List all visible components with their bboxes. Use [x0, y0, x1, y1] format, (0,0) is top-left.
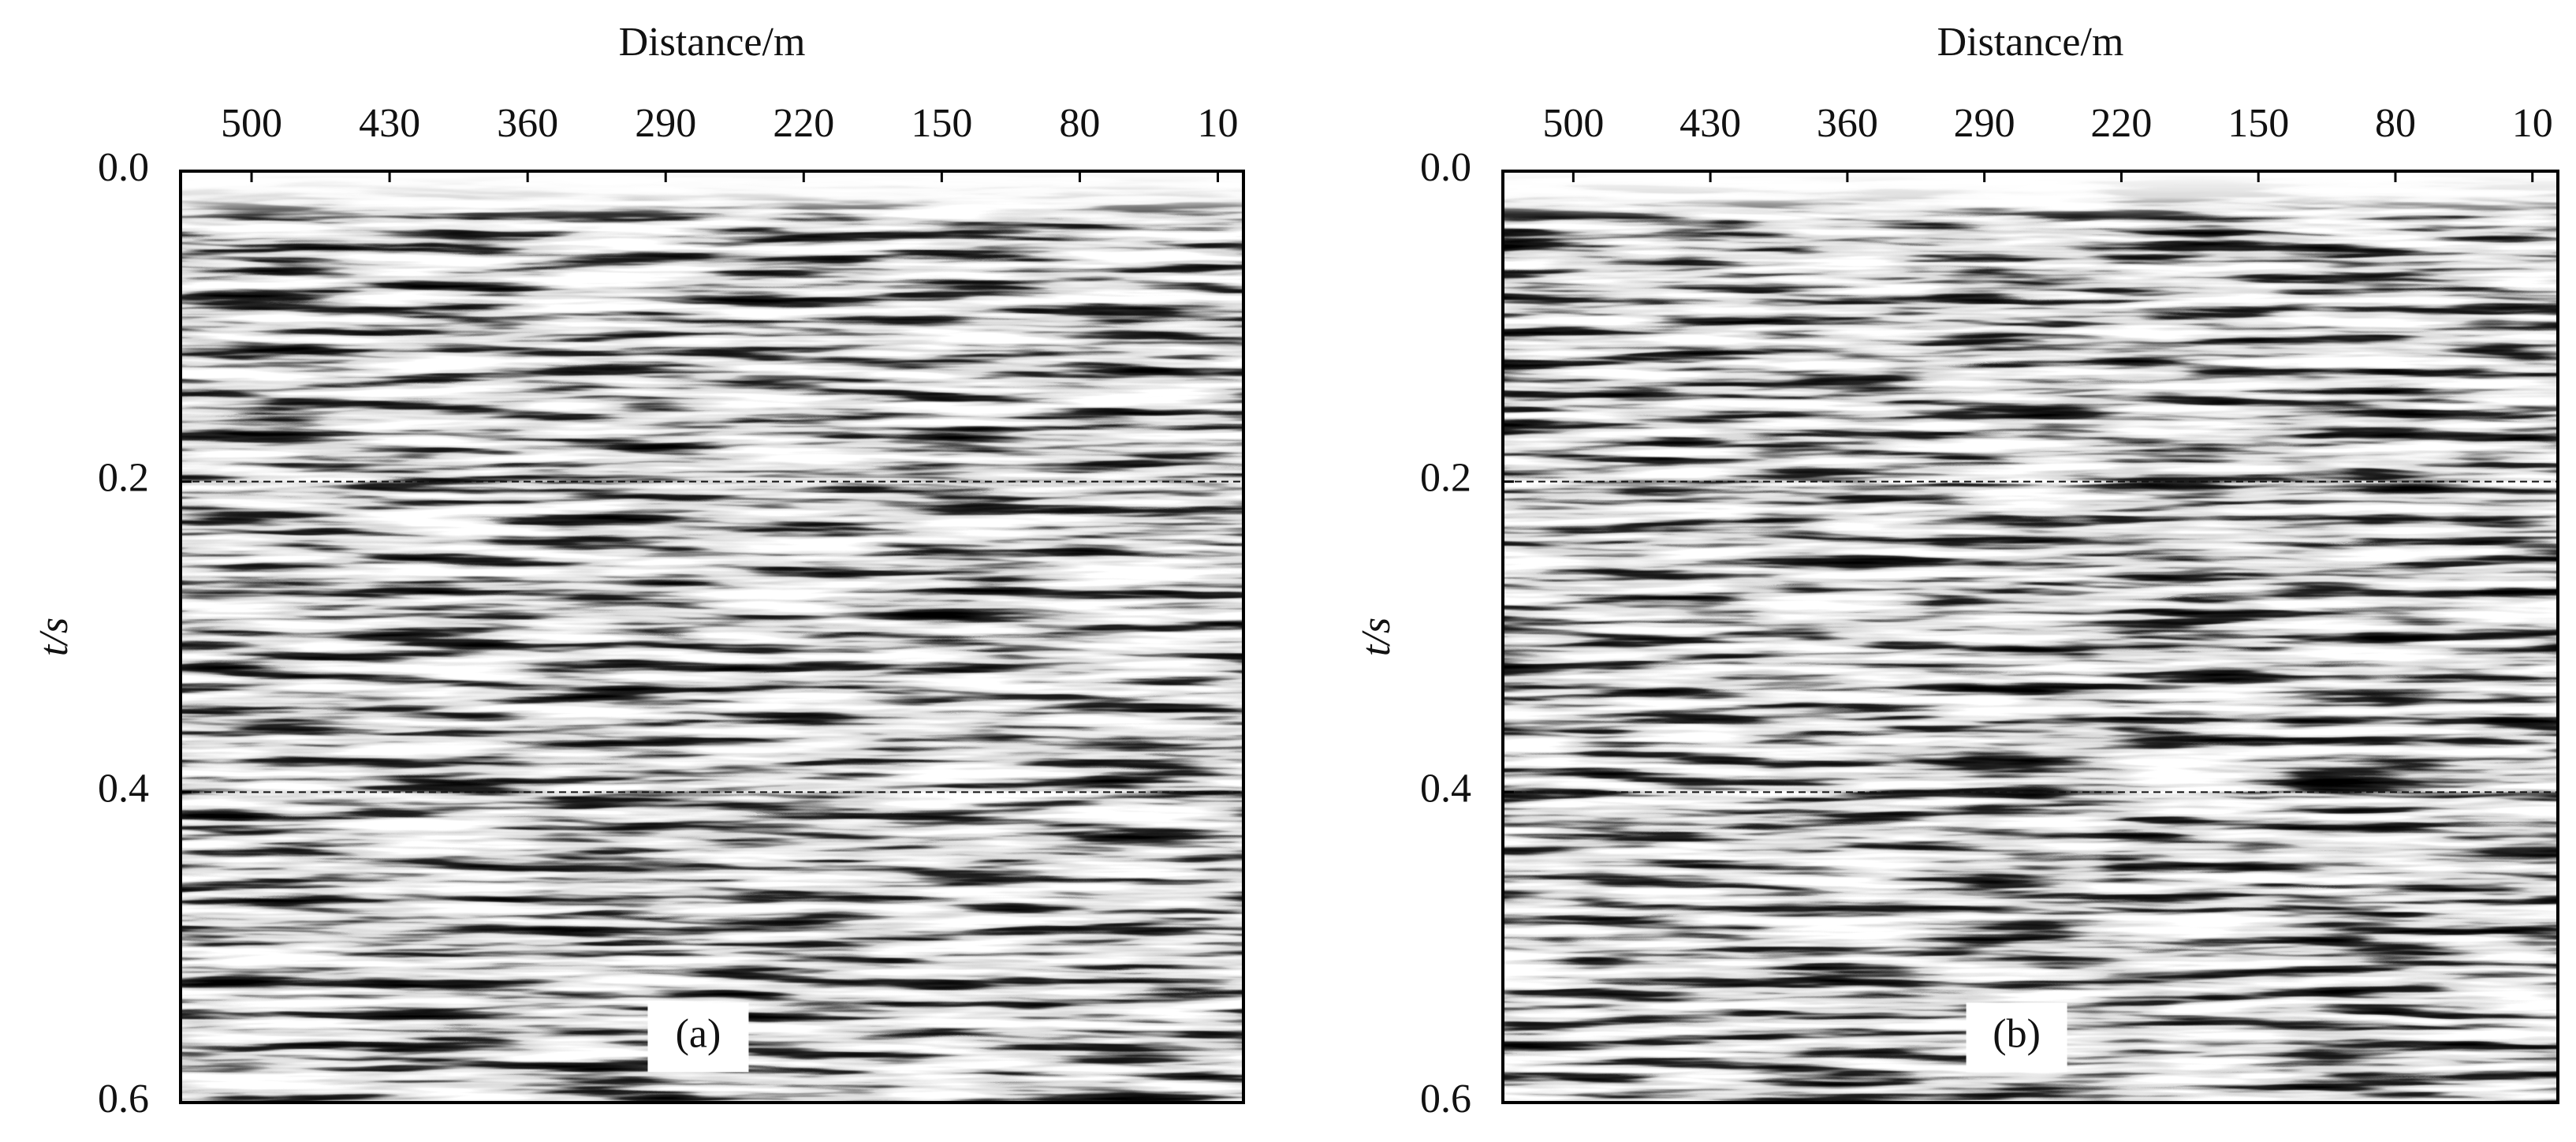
x-axis-label: Distance/m [1937, 20, 2124, 65]
y-tick-label: 0.2 [98, 456, 149, 501]
x-tick-label: 430 [1679, 101, 1741, 146]
x-tick-label: 80 [1059, 101, 1100, 146]
x-tick-label: 80 [2375, 101, 2416, 146]
seismic-section [181, 171, 1243, 1103]
plot-frame [179, 170, 1245, 1104]
x-tick-label: 10 [2512, 101, 2553, 146]
y-tick-label: 0.6 [1420, 1077, 1471, 1121]
y-tick-label: 0.2 [1420, 456, 1471, 501]
y-tick-label: 0.0 [1420, 145, 1471, 190]
first-arrival-mute [181, 171, 1243, 218]
x-tick-label: 290 [635, 101, 696, 146]
first-arrival-mute [1503, 171, 2558, 218]
x-tick-label: 360 [1817, 101, 1878, 146]
plot-frame [1501, 170, 2559, 1104]
x-tick-label: 220 [2090, 101, 2152, 146]
x-tick-label: 500 [221, 101, 282, 146]
x-tick-label: 220 [773, 101, 834, 146]
x-tick-label: 150 [2227, 101, 2289, 146]
y-tick-label: 0.4 [98, 766, 149, 811]
y-axis-label: t/s [1354, 618, 1399, 656]
y-tick-label: 0.6 [98, 1077, 149, 1121]
x-tick-label: 500 [1542, 101, 1604, 146]
x-axis-label: Distance/m [619, 20, 806, 65]
y-tick-label: 0.4 [1420, 766, 1471, 811]
y-axis-label: t/s [32, 618, 76, 656]
annotation-box [647, 1002, 749, 1073]
panel-label: (b) [1993, 1011, 2041, 1056]
x-tick-label: 290 [1954, 101, 2015, 146]
panel-label: (a) [676, 1011, 721, 1056]
annotation-box [1966, 1002, 2067, 1073]
y-tick-label: 0.0 [98, 145, 149, 190]
x-tick-label: 430 [359, 101, 420, 146]
x-tick-label: 360 [497, 101, 558, 146]
x-tick-label: 150 [911, 101, 972, 146]
seismic-section [1503, 171, 2558, 1103]
x-tick-label: 10 [1197, 101, 1238, 146]
